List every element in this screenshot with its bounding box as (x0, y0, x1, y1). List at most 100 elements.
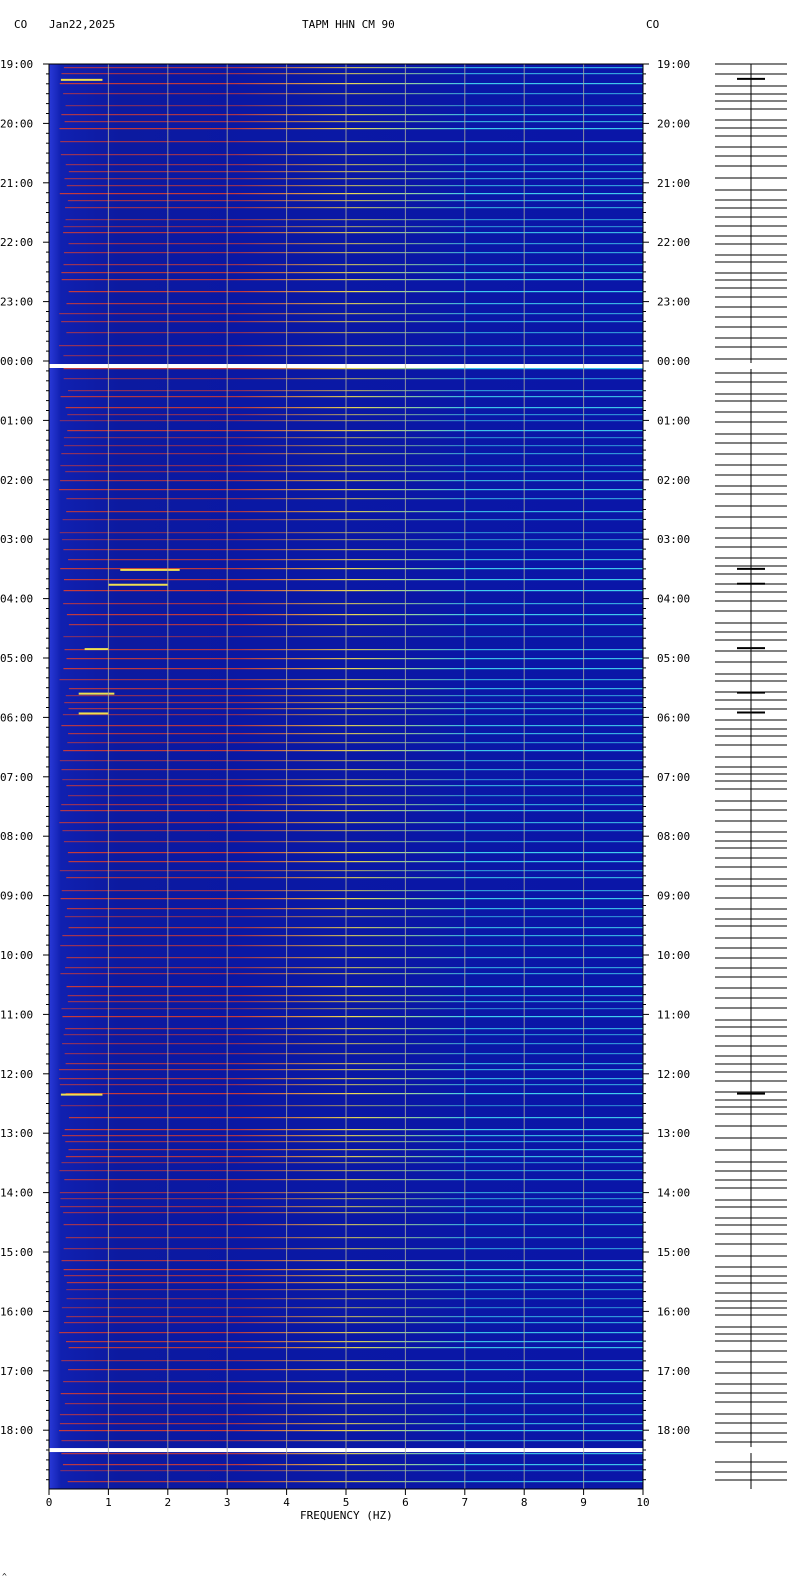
spectral-line (68, 1347, 644, 1349)
x-tick-label: 0 (46, 1496, 53, 1509)
spectral-line (63, 93, 644, 95)
spectral-line (65, 1237, 644, 1239)
spectral-line (63, 636, 644, 638)
spectral-line (63, 264, 644, 266)
spectral-line (66, 877, 644, 879)
spectral-line (67, 200, 644, 202)
x-tick-label: 6 (402, 1496, 409, 1509)
spectral-line (62, 779, 643, 781)
spectral-line (59, 1084, 643, 1086)
time-label-left: 17:00 (0, 1365, 33, 1378)
spectral-line (65, 967, 643, 969)
spectral-line (61, 73, 644, 75)
spectral-line (68, 291, 644, 293)
spectral-line (64, 1179, 644, 1181)
time-label-left: 14:00 (0, 1187, 33, 1200)
spectral-line (60, 1105, 644, 1107)
spectral-line (63, 252, 644, 254)
spectral-line (60, 568, 643, 570)
time-label-left: 02:00 (0, 474, 33, 487)
spectral-line (59, 1170, 643, 1172)
spectral-line (65, 207, 643, 209)
spectral-line (62, 830, 643, 832)
time-label-right: 09:00 (657, 890, 690, 903)
time-label-left: 15:00 (0, 1246, 33, 1259)
spectral-line (62, 1135, 643, 1137)
spectral-line (65, 695, 644, 697)
spectral-line (68, 708, 644, 710)
spectral-line (66, 785, 644, 787)
seismogram-gap (715, 363, 787, 369)
time-label-left: 21:00 (0, 177, 33, 190)
spectral-line (64, 1129, 643, 1131)
spectral-line (59, 760, 643, 762)
time-label-left: 09:00 (0, 890, 33, 903)
spectral-line (60, 1470, 643, 1472)
spectral-line (67, 1481, 643, 1483)
time-label-right: 07:00 (657, 771, 690, 784)
spectral-line (66, 1298, 644, 1300)
spectral-line (59, 128, 643, 130)
spectral-line (60, 810, 643, 812)
event-burst (78, 712, 109, 715)
time-label-left: 01:00 (0, 414, 33, 427)
spectral-line (66, 986, 643, 988)
time-label-right: 11:00 (657, 1008, 690, 1021)
spectral-line (63, 841, 643, 843)
time-label-left: 12:00 (0, 1068, 33, 1081)
date-label: Jan22,2025 (49, 18, 116, 31)
spectral-line (63, 1248, 644, 1250)
time-label-left: 05:00 (0, 652, 33, 665)
event-burst (84, 648, 109, 651)
spectral-line (63, 226, 644, 228)
spectral-line (65, 105, 644, 107)
event-burst (120, 568, 180, 571)
seismogram-gap (715, 1447, 787, 1454)
spectral-line (63, 1381, 644, 1383)
spectral-line (59, 489, 643, 491)
spectral-line (59, 83, 643, 85)
spectral-line (59, 532, 643, 534)
spectral-line (68, 1149, 643, 1151)
spectral-line (60, 898, 643, 900)
spectral-line (59, 193, 643, 195)
time-label-right: 22:00 (657, 236, 690, 249)
time-label-right: 12:00 (657, 1068, 690, 1081)
spectral-line (61, 1307, 643, 1309)
time-label-left: 13:00 (0, 1127, 33, 1140)
spectral-line (68, 624, 643, 626)
x-tick-label: 7 (461, 1496, 468, 1509)
x-tick-label: 9 (580, 1496, 587, 1509)
spectral-line (59, 1423, 643, 1425)
time-label-right: 01:00 (657, 414, 690, 427)
spectral-line (59, 345, 643, 347)
spectral-line (64, 178, 643, 180)
time-label-left: 03:00 (0, 533, 33, 546)
spectral-line (68, 927, 644, 929)
x-tick-label: 2 (164, 1496, 171, 1509)
time-label-right: 17:00 (657, 1365, 690, 1378)
spectral-line (63, 445, 644, 447)
time-label-right: 02:00 (657, 474, 690, 487)
x-tick-label: 8 (521, 1496, 528, 1509)
spectral-line (62, 1464, 644, 1466)
event-burst (108, 583, 168, 586)
spectral-line (59, 313, 643, 315)
spectral-line (64, 702, 643, 704)
time-label-right: 19:00 (657, 58, 690, 71)
spectral-line (63, 378, 644, 380)
spectral-line (66, 614, 643, 616)
spectral-line (61, 321, 644, 323)
spectral-line (59, 1078, 644, 1080)
time-label-right: 21:00 (657, 177, 690, 190)
time-label-left: 00:00 (0, 355, 33, 368)
spectral-line (63, 1224, 644, 1226)
spectral-line (68, 795, 644, 797)
spectral-line (63, 1034, 644, 1036)
spectral-line (62, 935, 644, 937)
spectral-line (61, 272, 643, 274)
x-tick-label: 4 (283, 1496, 290, 1509)
spectral-line (61, 890, 643, 892)
spectral-line (59, 420, 643, 422)
network-code-right: CO (646, 18, 660, 31)
